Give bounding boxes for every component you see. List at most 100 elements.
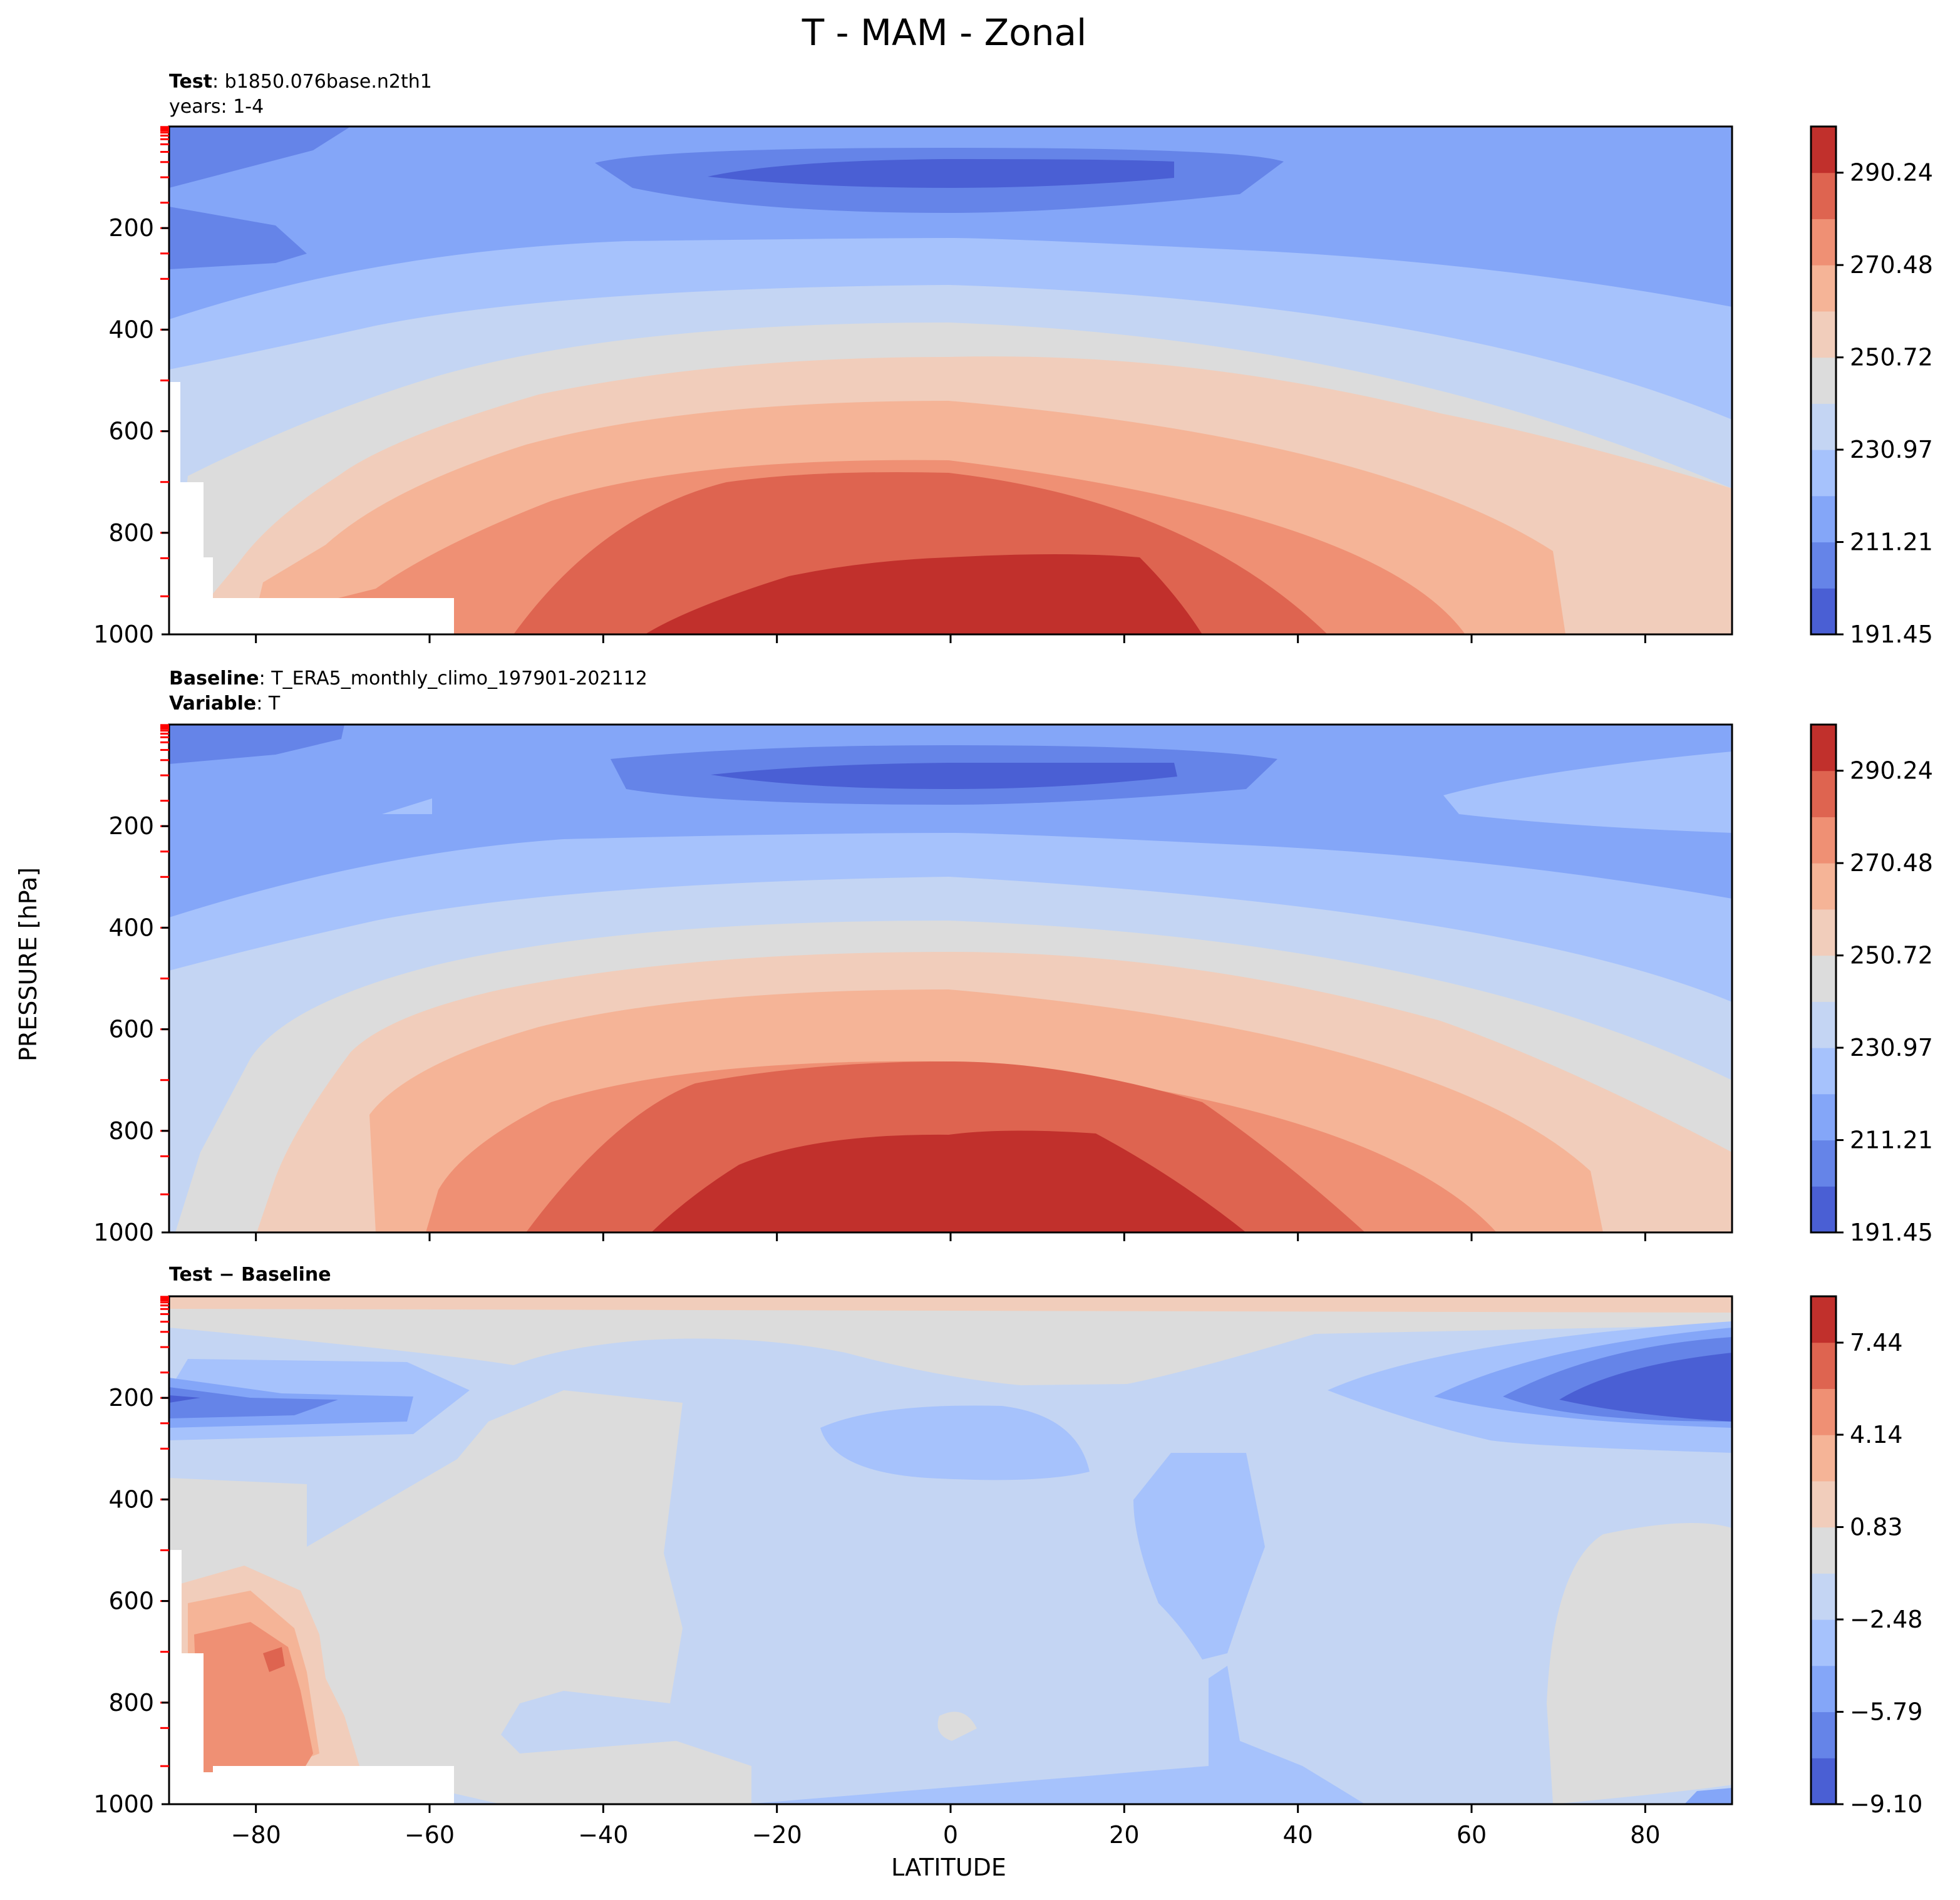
y-axis-label: PRESSURE [hPa]: [14, 867, 42, 1061]
colorbar-segment: [1811, 1619, 1836, 1666]
d-band-minus4-eq-mid: [1133, 1453, 1265, 1660]
panel-difference-field: [169, 1296, 1732, 1804]
colorbar-segment: [1811, 1296, 1836, 1343]
d-missing-terrain: [169, 1550, 454, 1804]
x-tick-label: 20: [1109, 1821, 1139, 1849]
colorbar-segment: [1811, 1435, 1836, 1482]
suptitle: T - MAM - Zonal: [802, 11, 1086, 54]
y-tick-label: 200: [108, 812, 154, 840]
x-tick-label: 80: [1630, 1821, 1660, 1849]
colorbar-segment: [1811, 1093, 1836, 1141]
t-band-191-trop: [708, 159, 1174, 188]
colorbar-segment: [1811, 1712, 1836, 1758]
colorbar-tick-label: 7.44: [1850, 1329, 1903, 1356]
colorbar-segment: [1811, 1048, 1836, 1095]
colorbar-tick-label: 191.45: [1850, 1219, 1933, 1246]
colorbar-segment: [1811, 495, 1836, 543]
colorbar-tick-label: 211.21: [1850, 529, 1933, 556]
colorbar-tick-label: 270.48: [1850, 849, 1933, 877]
colorbar-segment: [1811, 1001, 1836, 1048]
panel-difference-colorbar: 7.44 4.14 0.83 −2.48 −5.79 −9.10: [1810, 1295, 1922, 1818]
colorbar-segment: [1811, 1342, 1836, 1389]
colorbar-segment: [1811, 1388, 1836, 1435]
colorbar-segment: [1811, 817, 1836, 864]
x-tick-label: 0: [943, 1821, 958, 1849]
colorbar-segment: [1811, 1758, 1836, 1805]
colorbar-segment: [1811, 542, 1836, 589]
colorbar-segment: [1811, 955, 1836, 1002]
x-tick-label: 60: [1457, 1821, 1487, 1849]
d-band-0-nh: [1547, 1523, 1732, 1804]
colorbar-tick-label: 230.97: [1850, 436, 1933, 463]
colorbar-tick-label: 290.24: [1850, 159, 1933, 187]
panel-baseline-header-2-bold: Variable: [169, 693, 256, 715]
colorbar-segment: [1811, 219, 1836, 266]
colorbar-tick-label: −2.48: [1850, 1606, 1922, 1633]
colorbar-tick-label: 211.21: [1850, 1127, 1933, 1154]
colorbar-segment: [1811, 770, 1836, 817]
panel-baseline-colorbar: 290.24 270.48 250.72 230.97 211.21 191.45: [1810, 723, 1933, 1246]
colorbar-frame: [1810, 1295, 1837, 1805]
panel-baseline-header-2: Variable: T: [169, 693, 281, 715]
y-tick-label: 600: [108, 1016, 154, 1043]
colorbar-tick-label: 250.72: [1850, 942, 1933, 969]
d-band-0-top: [169, 1309, 1732, 1385]
panel-test-header-2: years: 1-4: [169, 96, 264, 118]
y-tick-label: 800: [108, 1689, 154, 1717]
colorbar-segment: [1811, 126, 1836, 173]
b-band-221-sh-blob: [382, 798, 432, 814]
colorbar-segment: [1811, 403, 1836, 450]
x-tick-label: −20: [752, 1821, 802, 1849]
colorbar-segment: [1811, 1665, 1836, 1713]
colorbar-segment: [1811, 909, 1836, 956]
y-tick-label: 800: [108, 1117, 154, 1145]
y-tick-label: 1000: [93, 1219, 154, 1246]
colorbar-segment: [1811, 1527, 1836, 1574]
panel-test-header-1-bold: Test: [169, 71, 212, 93]
panel-test-header-1: Test: b1850.076base.n2th1: [169, 71, 432, 93]
b-band-191-trop: [711, 763, 1177, 789]
y-tick-label: 1000: [93, 621, 154, 648]
panel-difference-y-ticks: 200 400 600 800 1000: [93, 1384, 169, 1818]
colorbar-segment: [1811, 1140, 1836, 1187]
colorbar-tick-label: 250.72: [1850, 344, 1933, 371]
panel-difference-header: Test − Baseline: [169, 1264, 331, 1286]
y-tick-label: 800: [108, 519, 154, 547]
panel-baseline-header-1-text: : T_ERA5_monthly_climo_197901-202112: [259, 668, 647, 689]
y-tick-label: 600: [108, 1588, 154, 1615]
panel-difference: Test − Baseline: [93, 1264, 1922, 1849]
x-axis-label: LATITUDE: [891, 1854, 1006, 1881]
y-tick-label: 200: [108, 214, 154, 242]
panel-baseline-y-ticks: 200 400 600 800 1000: [93, 812, 169, 1246]
b-band-221-nh-tongue: [1443, 751, 1732, 833]
colorbar-tick-label: 4.14: [1850, 1421, 1903, 1448]
x-tick-label: −60: [405, 1821, 455, 1849]
x-tick-label: −80: [231, 1821, 281, 1849]
colorbar-frame: [1810, 125, 1837, 636]
panel-baseline-field: [169, 725, 1732, 1232]
panel-test: Test: b1850.076base.n2th1 years: 1-4 200…: [93, 71, 1933, 648]
b-band-290: [651, 1130, 1246, 1232]
colorbar-tick-label: −9.10: [1850, 1790, 1922, 1818]
colorbar-segment: [1811, 1480, 1836, 1528]
x-tick-label: 40: [1282, 1821, 1313, 1849]
colorbar-frame: [1810, 723, 1837, 1234]
colorbar-tick-label: 0.83: [1850, 1514, 1903, 1541]
panel-test-x-tick-marks: [255, 634, 1646, 643]
y-tick-label: 200: [108, 1384, 154, 1412]
colorbar-segment: [1811, 265, 1836, 312]
panel-difference-x-ticks: −80 −60 −40 −20 0 20 40 60 80: [231, 1804, 1661, 1849]
colorbar-tick-label: 230.97: [1850, 1034, 1933, 1061]
t-band-201-sh: [169, 126, 351, 188]
d-band-minus4-eq-upper: [820, 1405, 1090, 1480]
y-tick-label: 400: [108, 914, 154, 941]
panel-baseline-header-1: Baseline: T_ERA5_monthly_climo_197901-20…: [169, 668, 647, 689]
d-band-0-eq-blob: [937, 1712, 977, 1741]
y-tick-label: 400: [108, 1485, 154, 1513]
d-band-plus7-sh: [263, 1647, 285, 1672]
colorbar-segment: [1811, 1186, 1836, 1233]
panel-baseline-x-tick-marks: [255, 1232, 1646, 1241]
panel-difference-model-levels: [160, 1296, 169, 1767]
colorbar-segment: [1811, 725, 1836, 772]
panel-baseline-header-2-text: : T: [256, 693, 281, 715]
